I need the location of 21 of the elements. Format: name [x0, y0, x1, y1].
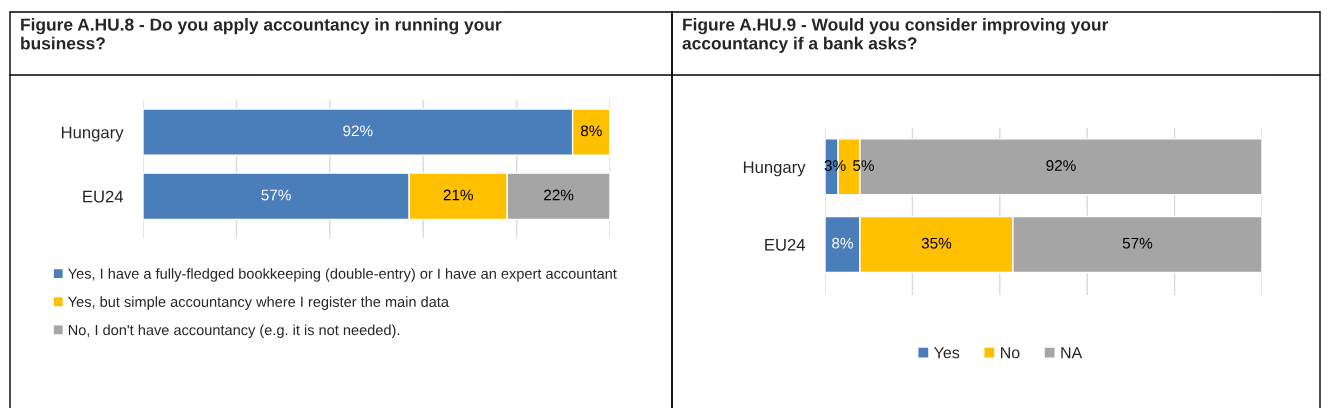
- data-label: 57%: [261, 189, 291, 201]
- legend-label: Yes, I have a fully-fledged bookkeeping (double-entry) or I have an expert accountant: [68, 268, 617, 282]
- y-tick-label: Hungary: [61, 126, 124, 142]
- y-tick-label: EU24: [765, 238, 806, 251]
- y-tick-label: EU24: [83, 190, 124, 203]
- y-tick-label: Hungary: [743, 161, 806, 177]
- legend-label: No: [1001, 347, 1020, 359]
- legend-label: No, I don't have accountancy (e.g. it is not needed).: [68, 324, 400, 339]
- chart-title: Figure A.HU.9 - Would you consider improving your accountancy if a bank asks?: [682, 18, 1109, 53]
- chart-title: Figure A.HU.8 - Do you apply accountancy in running your business?: [21, 18, 502, 50]
- data-label: 92%: [343, 125, 373, 137]
- data-label: 8%: [580, 125, 602, 137]
- data-label: 92%: [1046, 160, 1076, 171]
- data-label: 35%: [921, 237, 952, 249]
- data-label: 22%: [544, 189, 574, 201]
- data-label: 57%: [1122, 237, 1153, 249]
- legend-label: Yes: [934, 347, 960, 359]
- data-label: 8%: [832, 237, 853, 249]
- legend-label: NA: [1061, 347, 1083, 359]
- legend-label: Yes, but simple accountancy where I register the main data: [68, 296, 449, 310]
- data-label: 21%: [443, 189, 473, 201]
